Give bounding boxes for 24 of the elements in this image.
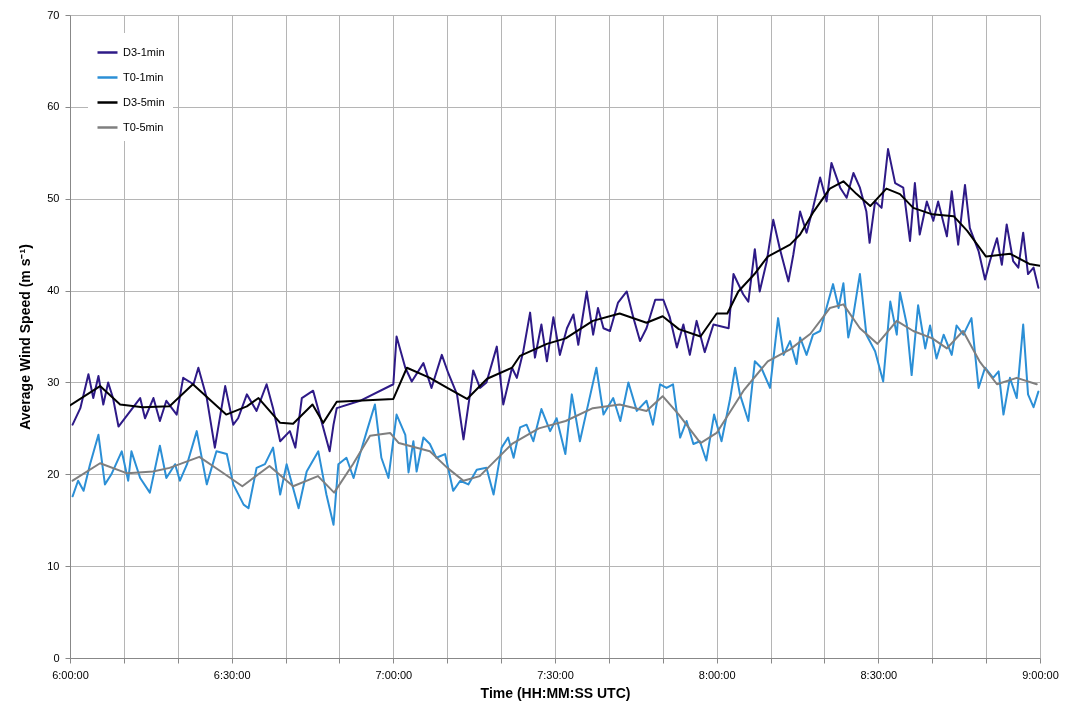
- x-tick-label: 8:30:00: [860, 668, 898, 681]
- x-tick-label: 8:00:00: [698, 668, 736, 681]
- y-tick-label: 10: [47, 559, 60, 572]
- x-tick-label: 7:00:00: [375, 668, 413, 681]
- y-tick-label: 50: [47, 192, 60, 205]
- legend-label: T0-1min: [123, 70, 164, 83]
- y-axis-title: Average Wind Speed (m s⁻¹): [17, 244, 34, 430]
- x-tick-label: 9:00:00: [1022, 668, 1059, 681]
- y-tick-label: 60: [47, 100, 60, 113]
- y-tick-label: 40: [47, 284, 60, 297]
- y-tick-label: 0: [53, 651, 60, 664]
- legend-label: D3-1min: [123, 45, 165, 58]
- y-tick-label: 70: [47, 8, 60, 21]
- line-series: [71, 148, 1040, 453]
- legend-label: T0-5min: [123, 120, 164, 133]
- x-tick-label: 6:00:00: [52, 668, 89, 681]
- x-tick-label: 6:30:00: [213, 668, 251, 681]
- line-series: [70, 180, 1040, 425]
- y-tick-label: 30: [47, 375, 60, 388]
- y-tick-label: 20: [47, 467, 60, 480]
- x-tick-label: 7:30:00: [537, 668, 574, 681]
- line-series: [71, 273, 1040, 526]
- x-axis-title: Time (HH:MM:SS UTC): [480, 684, 631, 701]
- legend-label: D3-5min: [123, 95, 165, 108]
